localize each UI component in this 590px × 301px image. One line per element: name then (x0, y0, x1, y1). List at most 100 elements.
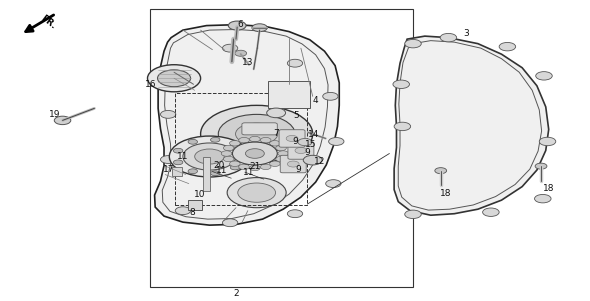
Circle shape (260, 164, 271, 169)
Circle shape (224, 156, 234, 162)
Circle shape (175, 207, 191, 215)
Bar (150, 9, 413, 287)
Circle shape (326, 180, 341, 188)
Circle shape (245, 149, 264, 158)
Circle shape (499, 42, 516, 51)
Text: 10: 10 (194, 190, 205, 199)
Circle shape (230, 141, 240, 146)
Text: 8: 8 (189, 208, 195, 217)
Text: 3: 3 (463, 29, 469, 38)
Circle shape (535, 163, 547, 169)
Circle shape (393, 80, 409, 88)
FancyBboxPatch shape (288, 142, 314, 159)
Circle shape (539, 137, 556, 146)
Circle shape (173, 148, 183, 153)
Text: FR.: FR. (39, 13, 58, 30)
Circle shape (295, 147, 307, 154)
Bar (172, 167, 182, 176)
Circle shape (270, 161, 280, 166)
Text: 9: 9 (304, 148, 310, 157)
Circle shape (222, 44, 238, 52)
Circle shape (483, 208, 499, 216)
Text: 7: 7 (273, 129, 279, 138)
Circle shape (278, 151, 289, 156)
Circle shape (270, 141, 280, 146)
Circle shape (323, 92, 338, 100)
Circle shape (238, 183, 276, 202)
Circle shape (183, 143, 236, 170)
Circle shape (211, 171, 220, 176)
Text: 13: 13 (242, 58, 254, 67)
Text: 14: 14 (308, 130, 320, 139)
FancyBboxPatch shape (280, 155, 306, 173)
Circle shape (238, 154, 248, 159)
Text: 18: 18 (440, 189, 451, 198)
Text: 11: 11 (243, 168, 255, 177)
Circle shape (160, 110, 176, 118)
Circle shape (535, 194, 551, 203)
Circle shape (148, 65, 201, 92)
Circle shape (230, 143, 240, 148)
Text: 21: 21 (249, 162, 261, 171)
Circle shape (287, 161, 299, 167)
Text: 2: 2 (233, 289, 239, 298)
Circle shape (276, 145, 286, 151)
Circle shape (235, 50, 247, 56)
Circle shape (303, 155, 322, 165)
Bar (188, 200, 202, 210)
Text: 9: 9 (292, 137, 298, 146)
Text: 20: 20 (214, 161, 225, 170)
Circle shape (160, 156, 176, 163)
Bar (175, 93, 307, 205)
Circle shape (232, 142, 277, 165)
Text: 19: 19 (49, 110, 61, 119)
Text: 17: 17 (163, 165, 175, 174)
Text: 15: 15 (305, 140, 317, 149)
Circle shape (158, 70, 191, 87)
Circle shape (394, 122, 411, 131)
Text: 6: 6 (237, 20, 243, 29)
FancyBboxPatch shape (279, 130, 305, 147)
Circle shape (250, 165, 260, 171)
Circle shape (218, 114, 295, 154)
Circle shape (211, 137, 220, 142)
Circle shape (201, 105, 313, 163)
Circle shape (250, 136, 260, 142)
Circle shape (227, 178, 286, 208)
Circle shape (230, 165, 240, 170)
Circle shape (440, 33, 457, 42)
Circle shape (239, 164, 250, 169)
Circle shape (298, 138, 312, 146)
Circle shape (267, 108, 286, 118)
Circle shape (235, 123, 278, 145)
Circle shape (239, 138, 250, 143)
Circle shape (230, 161, 240, 166)
Circle shape (286, 135, 298, 141)
Circle shape (405, 39, 421, 48)
Circle shape (195, 149, 224, 164)
Text: 11: 11 (177, 152, 189, 161)
Text: 4: 4 (313, 96, 319, 105)
Circle shape (260, 138, 271, 143)
Text: 18: 18 (543, 184, 555, 193)
Circle shape (435, 168, 447, 174)
Text: 9: 9 (296, 165, 301, 174)
Bar (268, 81, 310, 108)
Circle shape (228, 21, 246, 30)
Circle shape (188, 139, 198, 144)
Circle shape (287, 59, 303, 67)
Circle shape (221, 151, 232, 156)
Text: 11: 11 (216, 166, 228, 175)
Text: 12: 12 (314, 157, 326, 166)
Circle shape (54, 116, 71, 125)
Polygon shape (155, 25, 339, 225)
Circle shape (405, 210, 421, 219)
Bar (203, 157, 210, 191)
Circle shape (287, 210, 303, 218)
Circle shape (222, 219, 238, 227)
Circle shape (252, 24, 267, 32)
Circle shape (276, 156, 286, 162)
Circle shape (188, 169, 198, 174)
Text: 5: 5 (293, 111, 299, 120)
FancyBboxPatch shape (242, 123, 277, 135)
